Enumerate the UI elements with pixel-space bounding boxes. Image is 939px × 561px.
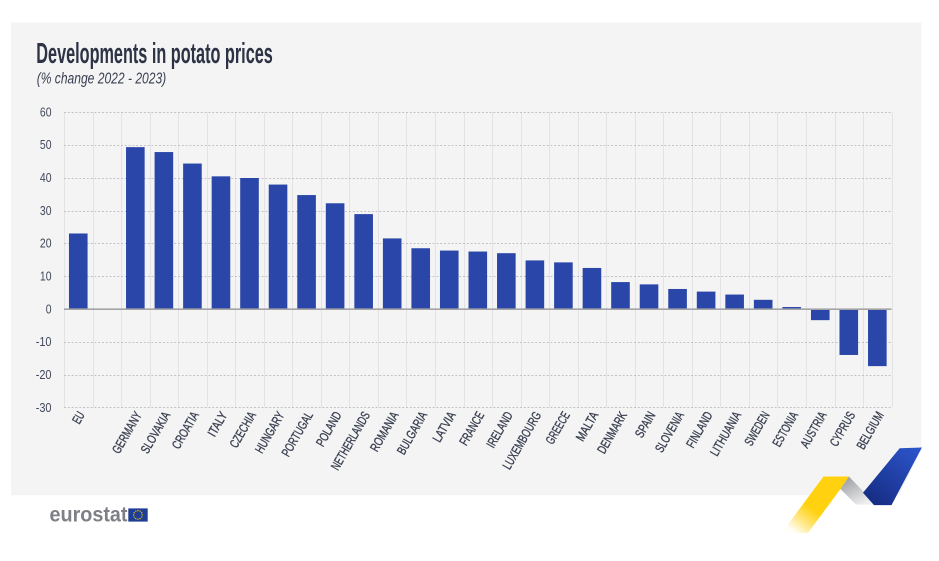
svg-text:10: 10 [40,268,52,283]
svg-text:0: 0 [46,301,52,316]
svg-text:60: 60 [40,104,52,119]
svg-text:(% change 2022 - 2023): (% change 2022 - 2023) [37,70,167,87]
svg-text:Developments in potato prices: Developments in potato prices [36,38,273,70]
svg-text:20: 20 [40,236,52,251]
svg-text:eurostat: eurostat [50,504,128,527]
svg-text:-20: -20 [36,367,52,382]
svg-text:50: 50 [40,137,52,152]
svg-text:30: 30 [40,203,52,218]
svg-text:-30: -30 [36,400,52,415]
svg-text:-10: -10 [36,334,52,349]
svg-text:40: 40 [40,170,52,185]
